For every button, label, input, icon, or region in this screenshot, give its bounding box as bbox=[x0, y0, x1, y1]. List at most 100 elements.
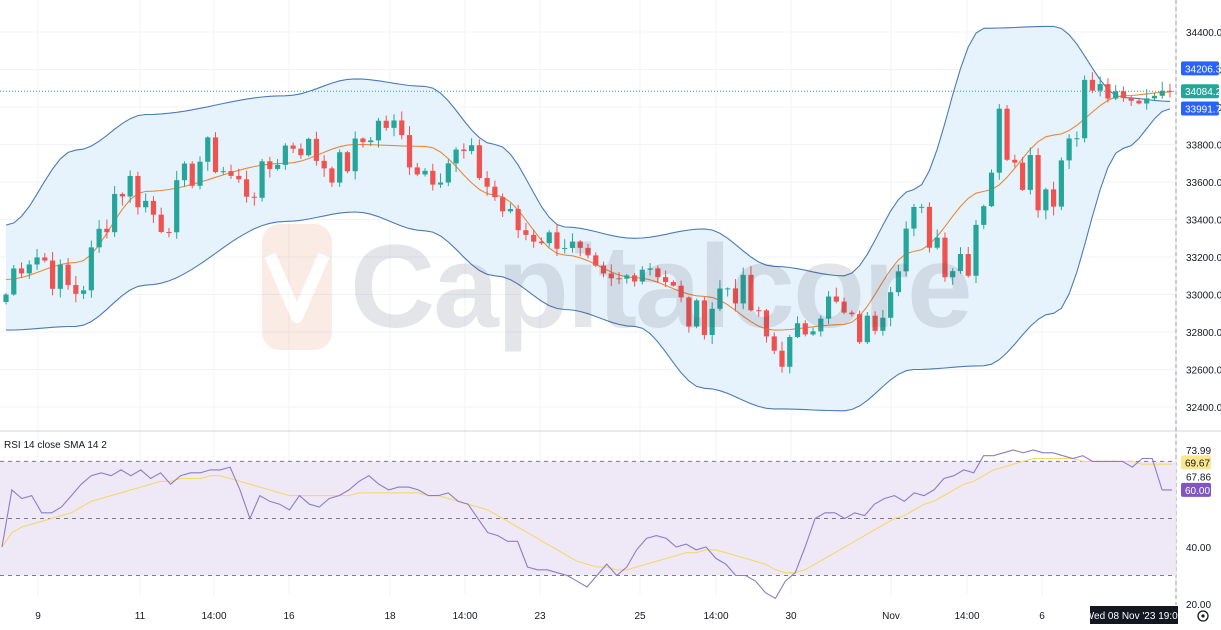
candle-body bbox=[181, 163, 188, 181]
price-tag-lower-label: 33991.7 bbox=[1185, 105, 1221, 116]
time-tick-label: 16 bbox=[283, 611, 295, 622]
candle-body bbox=[538, 241, 545, 244]
candle-body bbox=[476, 145, 482, 179]
settings-gear-icon[interactable] bbox=[1197, 610, 1209, 622]
candle-body bbox=[608, 273, 614, 279]
time-tick-label: 6 bbox=[1039, 611, 1045, 622]
candle-body bbox=[1051, 189, 1057, 207]
candle-body bbox=[1128, 97, 1134, 101]
price-tick-label: 32400.0 bbox=[1186, 403, 1221, 414]
candle-body bbox=[57, 264, 63, 289]
price-tag-lower-bg bbox=[1181, 101, 1219, 116]
candle-body bbox=[825, 296, 832, 319]
candle-body bbox=[779, 350, 785, 367]
rsi-value-tag: 60.00 bbox=[1181, 482, 1211, 497]
candle-body bbox=[329, 168, 335, 183]
candle-body bbox=[135, 175, 141, 208]
price-tag-lower: 33991.7 bbox=[1181, 101, 1221, 116]
candle-body bbox=[492, 186, 498, 198]
candle-body bbox=[919, 206, 925, 208]
candle-body bbox=[965, 254, 971, 276]
candle-body bbox=[577, 241, 583, 248]
rsi-sma-line bbox=[1, 457, 1172, 574]
candle-body bbox=[1159, 90, 1165, 96]
time-tick-label: 25 bbox=[634, 611, 646, 622]
candle-body bbox=[228, 171, 234, 176]
candle-body bbox=[26, 264, 32, 274]
rsi-sma-tag-label: 69.67 bbox=[1185, 458, 1210, 469]
candle-body bbox=[911, 206, 917, 229]
candle-body bbox=[507, 209, 513, 212]
time-tick-label: Nov bbox=[882, 611, 900, 622]
time-tick-label: 11 bbox=[135, 611, 146, 622]
candle-body bbox=[81, 290, 87, 294]
candle-body bbox=[1043, 189, 1049, 211]
time-tick-label: 14:00 bbox=[201, 611, 226, 622]
rsi-tick-20: 20.00 bbox=[1186, 600, 1211, 611]
candle-body bbox=[981, 206, 987, 225]
price-tick-label: 33400.0 bbox=[1186, 216, 1221, 227]
candle-body bbox=[453, 149, 459, 164]
candle-body bbox=[500, 197, 506, 212]
candle-body bbox=[888, 292, 894, 318]
candle-body bbox=[11, 268, 17, 295]
candle-body bbox=[158, 214, 164, 232]
candle-body bbox=[794, 323, 801, 338]
rsi-tick-top: 73.99 bbox=[1186, 446, 1211, 457]
candle-body bbox=[49, 260, 56, 289]
candle-body bbox=[1113, 91, 1119, 99]
candle-body bbox=[437, 182, 444, 185]
candle-body bbox=[585, 247, 591, 256]
candle-body bbox=[1004, 108, 1010, 160]
candle-body bbox=[616, 278, 622, 280]
candle-body bbox=[1144, 98, 1150, 104]
candle-body bbox=[259, 161, 265, 198]
candle-body bbox=[740, 274, 746, 304]
candle-body bbox=[127, 175, 133, 197]
time-tick-label: 14:00 bbox=[954, 611, 979, 622]
candle-body bbox=[383, 120, 389, 128]
candle-body bbox=[864, 315, 870, 343]
candle-body bbox=[391, 120, 397, 128]
candle-body bbox=[275, 164, 281, 169]
candle-body bbox=[973, 224, 979, 276]
candle-body bbox=[593, 255, 599, 266]
candle-body bbox=[942, 237, 948, 278]
price-tick-label: 33000.0 bbox=[1186, 291, 1221, 302]
price-tag-upper-bg bbox=[1181, 61, 1219, 76]
price-tag-upper: 34206.3 bbox=[1181, 61, 1221, 76]
time-axis: 9 11 14:00 16 18 14:00 23 25 14:00 30 Nov 14:00 6 bbox=[35, 611, 1045, 622]
bb-lower-line bbox=[5, 108, 1171, 412]
candle-body bbox=[670, 281, 676, 286]
candle-body bbox=[763, 310, 770, 337]
bollinger-bands bbox=[5, 25, 1171, 412]
candle-body bbox=[694, 300, 700, 327]
candle-body bbox=[352, 138, 358, 172]
candle-body bbox=[414, 167, 420, 175]
rsi-sma-tag-bg bbox=[1181, 455, 1211, 470]
candle-body bbox=[360, 138, 366, 143]
crosshair-date-label: Wed 08 Nov '23 19:00 bbox=[1085, 611, 1184, 622]
candle-body bbox=[756, 310, 762, 312]
candle-body bbox=[282, 145, 288, 165]
candle-body bbox=[1082, 79, 1088, 139]
time-tick-label: 14:00 bbox=[703, 611, 728, 622]
candle-body bbox=[771, 336, 777, 351]
candle-body bbox=[639, 269, 645, 282]
candle-body bbox=[344, 152, 351, 172]
candle-body bbox=[748, 274, 754, 311]
rsi-value-tag-bg bbox=[1181, 482, 1211, 497]
price-tag-current-bg bbox=[1181, 84, 1219, 99]
candle-body bbox=[73, 285, 79, 294]
candle-body bbox=[934, 237, 940, 248]
candle-body bbox=[546, 232, 552, 244]
candle-body bbox=[647, 268, 653, 270]
candle-body bbox=[725, 288, 731, 290]
candle-body bbox=[515, 209, 521, 231]
candle-body bbox=[375, 120, 382, 141]
price-tick-label: 33800.0 bbox=[1186, 141, 1221, 152]
candle-body bbox=[399, 120, 405, 136]
candle-body bbox=[523, 230, 529, 235]
